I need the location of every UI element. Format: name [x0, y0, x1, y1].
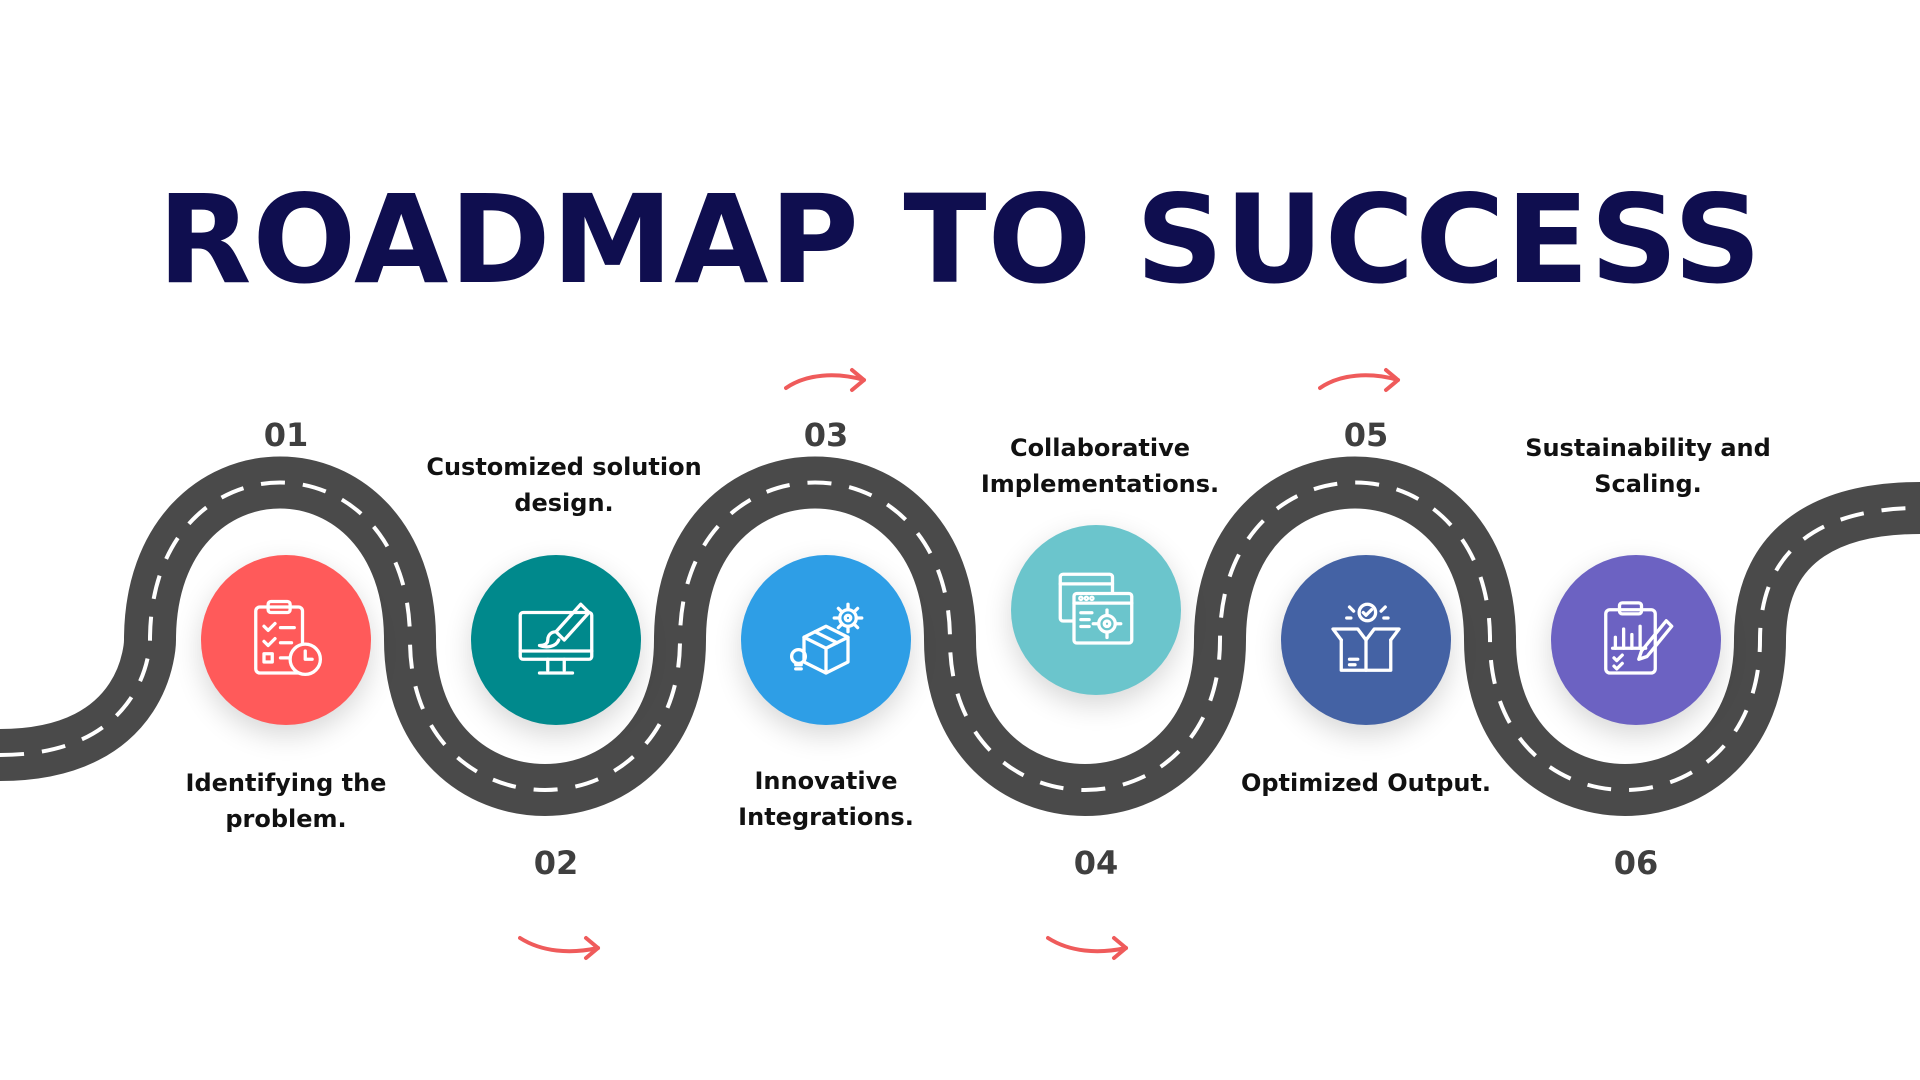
arrow-icon-step-05: [1318, 368, 1400, 392]
monitor-brush-icon: [518, 602, 594, 675]
step-circle-05: [1281, 555, 1451, 725]
arrow-icon-step-04: [1046, 936, 1128, 960]
step-circle-06: [1551, 555, 1721, 725]
step-number-04: 04: [1073, 844, 1119, 882]
open-box-check-icon: [1331, 602, 1401, 672]
arrow-icon-step-03: [784, 368, 866, 392]
step-number-02: 02: [533, 844, 579, 882]
step-label-05: Optimized Output.: [1240, 769, 1492, 797]
step-circle-02: [471, 555, 641, 725]
step-label-03: Innovative Integrations.: [738, 767, 914, 831]
step-circle-01: [201, 555, 371, 725]
step-number-01: 01: [263, 416, 309, 454]
step-label-06: Sustainability and Scaling.: [1525, 434, 1771, 498]
road-center-dashes: [0, 480, 1920, 792]
checklist-clock-icon: [254, 599, 323, 677]
step-label-02: Customized solution design.: [426, 453, 702, 517]
page-title: ROADMAP TO SUCCESS: [157, 169, 1763, 311]
browser-gear-icon: [1058, 572, 1134, 645]
step-number-05: 05: [1343, 416, 1389, 454]
box-gear-bulb-icon: [789, 602, 864, 675]
arrow-icon-step-02: [518, 936, 600, 960]
step-number-06: 06: [1613, 844, 1659, 882]
step-number-03: 03: [803, 416, 849, 454]
step-label-04: Collaborative Implementations.: [980, 434, 1220, 498]
step-circle-03: [741, 555, 911, 725]
step-label-01: Identifying the problem.: [185, 769, 387, 833]
step-circle-04: [1011, 525, 1181, 695]
clipboard-chart-pen-icon: [1604, 601, 1674, 675]
